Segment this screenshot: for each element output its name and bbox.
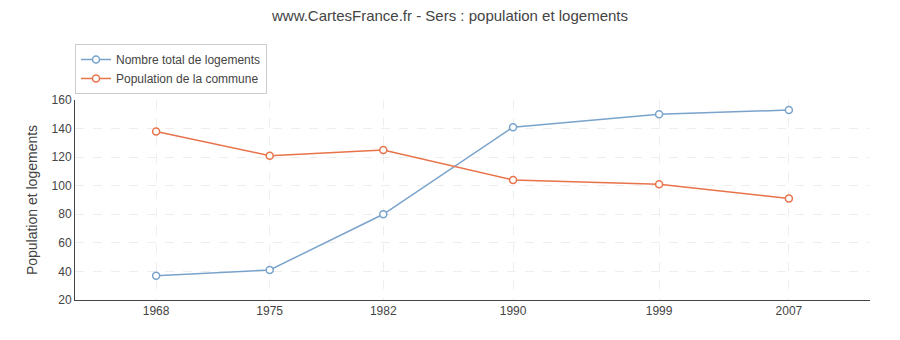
svg-text:1982: 1982: [370, 304, 397, 318]
svg-text:120: 120: [52, 150, 72, 164]
svg-text:100: 100: [52, 179, 72, 193]
svg-text:Population et logements: Population et logements: [24, 125, 40, 275]
svg-text:40: 40: [58, 265, 72, 279]
svg-text:1968: 1968: [143, 304, 170, 318]
svg-text:1999: 1999: [646, 304, 673, 318]
svg-text:2007: 2007: [776, 304, 803, 318]
svg-text:1990: 1990: [500, 304, 527, 318]
svg-text:140: 140: [52, 122, 72, 136]
svg-text:160: 160: [52, 93, 72, 107]
svg-text:www.CartesFrance.fr - Sers : p: www.CartesFrance.fr - Sers : population …: [271, 7, 628, 24]
svg-text:20: 20: [58, 293, 72, 307]
svg-text:1975: 1975: [256, 304, 283, 318]
svg-text:Nombre total de logements: Nombre total de logements: [116, 53, 260, 67]
svg-text:Population de la commune: Population de la commune: [116, 72, 258, 86]
svg-text:60: 60: [58, 236, 72, 250]
svg-text:80: 80: [58, 207, 72, 221]
